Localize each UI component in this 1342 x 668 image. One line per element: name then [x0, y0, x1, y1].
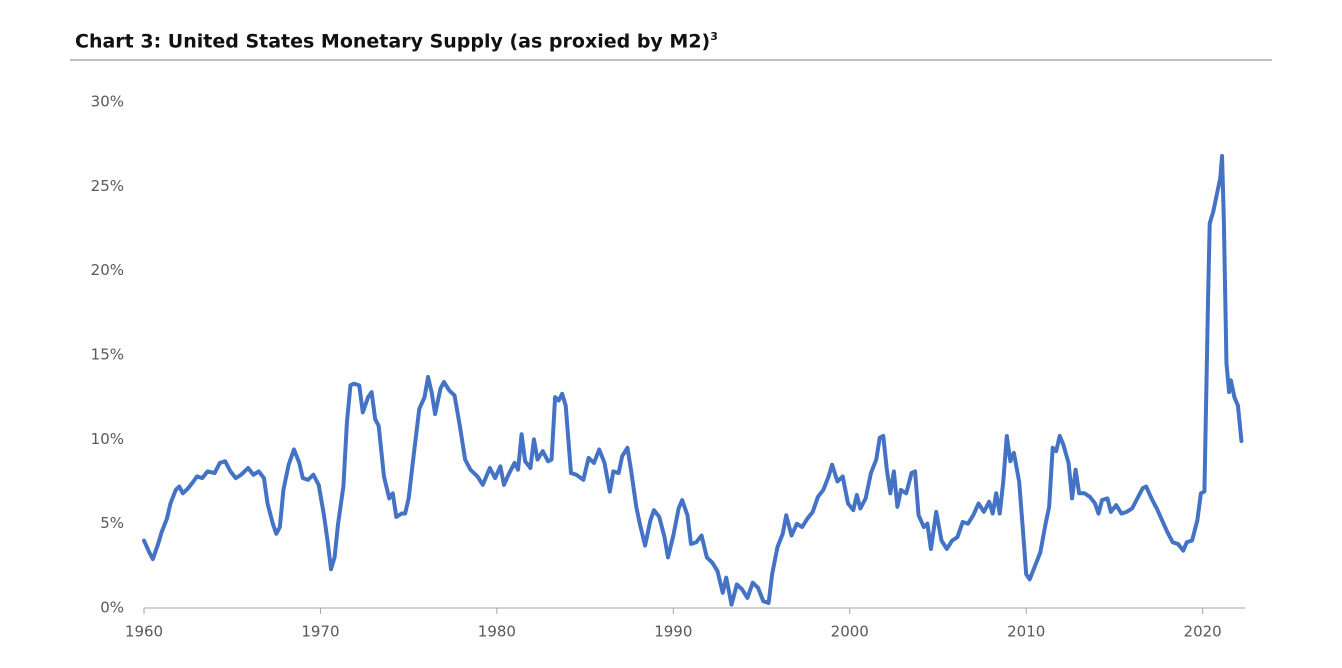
y-tick-label: 30%: [91, 93, 124, 111]
title-footnote: 3: [710, 30, 718, 43]
y-tick-label: 5%: [100, 514, 124, 532]
y-tick-label: 0%: [100, 599, 124, 617]
x-tick-label: 2000: [831, 623, 869, 641]
y-tick-label: 25%: [91, 177, 124, 195]
title-block: Chart 3: United States Monetary Supply (…: [75, 30, 718, 52]
x-tick-label: 1980: [478, 623, 516, 641]
x-tick-label: 2020: [1184, 623, 1222, 641]
data-line: [142, 153, 1244, 607]
x-tick-label: 1970: [301, 623, 339, 641]
y-tick-label: 15%: [91, 346, 124, 364]
x-tick-label: 1960: [125, 623, 163, 641]
chart-title: Chart 3: United States Monetary Supply (…: [75, 30, 711, 53]
y-tick-label: 20%: [91, 261, 124, 279]
x-tick-label: 2010: [1007, 623, 1045, 641]
x-tick-label: 1990: [654, 623, 692, 641]
y-tick-label: 10%: [91, 430, 124, 448]
